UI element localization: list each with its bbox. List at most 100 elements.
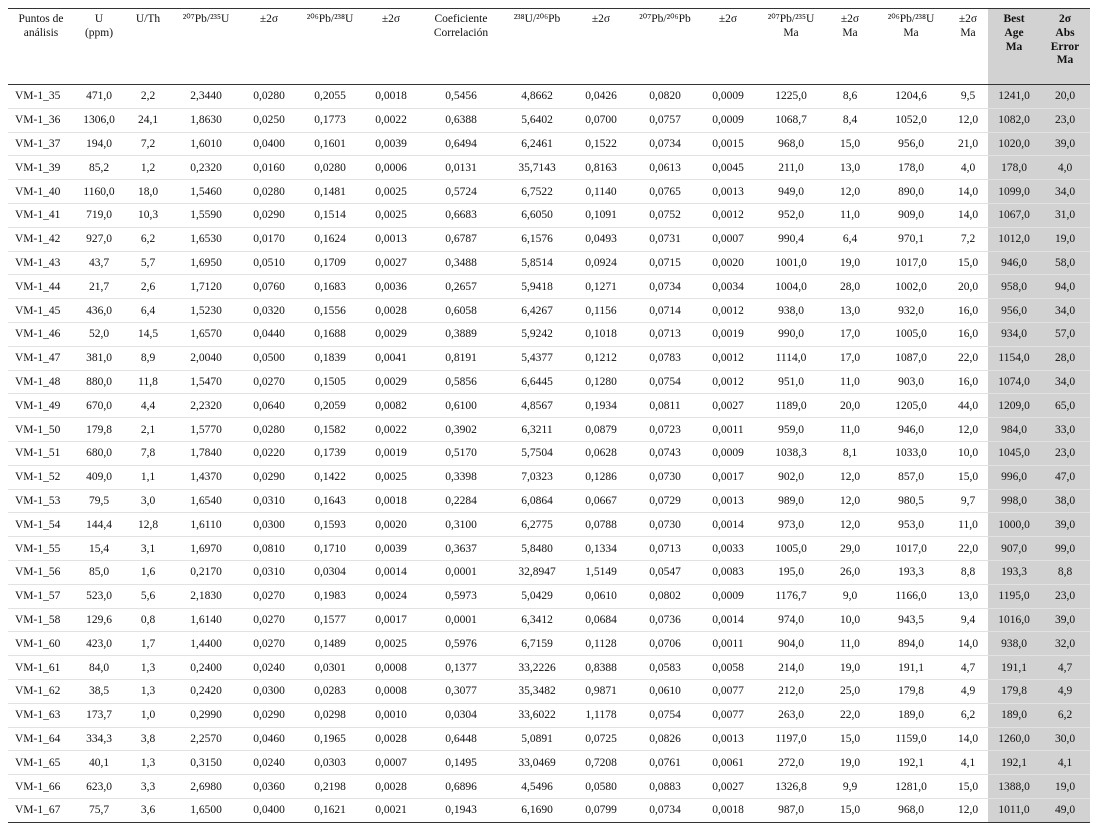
cell: 4,7 xyxy=(948,655,988,680)
cell: 998,0 xyxy=(988,489,1040,514)
sample-id: VM-1_53 xyxy=(8,489,74,514)
cell: 5,7 xyxy=(124,251,172,276)
column-header: ±2σ xyxy=(240,8,298,85)
cell: 970,1 xyxy=(874,227,948,252)
cell: 8,4 xyxy=(826,108,874,133)
cell: 1306,0 xyxy=(74,108,124,133)
cell: 719,0 xyxy=(74,203,124,228)
cell: 0,0083 xyxy=(700,560,756,585)
cell: 989,0 xyxy=(756,489,826,514)
cell: 33,0 xyxy=(1040,417,1090,442)
cell: 0,1286 xyxy=(572,465,630,490)
cell: 1,6 xyxy=(124,560,172,585)
cell: 0,0440 xyxy=(240,322,298,347)
cell: 0,8388 xyxy=(572,655,630,680)
column-header: 2σ Abs Error Ma xyxy=(1040,8,1090,85)
cell: 0,0170 xyxy=(240,227,298,252)
cell: 6,4267 xyxy=(502,298,572,323)
cell: 1,1178 xyxy=(572,703,630,728)
cell: 39,0 xyxy=(1040,608,1090,633)
cell: 0,1495 xyxy=(420,750,502,776)
cell: 0,0730 xyxy=(630,465,700,490)
cell: 1,6970 xyxy=(172,536,240,561)
cell: 0,0310 xyxy=(240,560,298,585)
cell: 1,1 xyxy=(124,465,172,490)
cell: 903,0 xyxy=(874,370,948,395)
cell: 20,0 xyxy=(826,393,874,419)
cell: 0,3100 xyxy=(420,512,502,538)
cell: 0,0280 xyxy=(240,179,298,204)
cell: 0,0547 xyxy=(630,560,700,585)
cell: 0,0012 xyxy=(700,370,756,395)
cell: 0,1983 xyxy=(298,584,362,609)
cell: 34,0 xyxy=(1040,179,1090,204)
cell: 857,0 xyxy=(874,465,948,490)
cell: 423,0 xyxy=(74,631,124,657)
cell: 1,4370 xyxy=(172,465,240,490)
cell: 5,8480 xyxy=(502,536,572,561)
table-row: VM-1_39 85,2 1,2 0,2320 0,0160 0,0280 0,0006 0,… xyxy=(8,155,1090,181)
cell: 0,0024 xyxy=(362,584,420,609)
cell: 32,8947 xyxy=(502,560,572,585)
cell: 179,8 xyxy=(74,417,124,442)
cell: 927,0 xyxy=(74,227,124,252)
cell: 0,6058 xyxy=(420,298,502,323)
cell: 43,7 xyxy=(74,251,124,276)
cell: 0,0013 xyxy=(700,179,756,204)
cell: 1038,3 xyxy=(756,441,826,466)
cell: 1087,0 xyxy=(874,346,948,371)
cell: 2,1 xyxy=(124,417,172,442)
cell: 21,0 xyxy=(948,132,988,157)
cell: 214,0 xyxy=(756,655,826,680)
cell: 0,5856 xyxy=(420,370,502,395)
cell: 0,0008 xyxy=(362,679,420,704)
cell: 0,0011 xyxy=(700,417,756,442)
cell: 0,2657 xyxy=(420,274,502,300)
cell: 0,0460 xyxy=(240,727,298,752)
cell: 0,3637 xyxy=(420,536,502,561)
cell: 0,0730 xyxy=(630,512,700,538)
cell: 272,0 xyxy=(756,750,826,776)
cell: 958,0 xyxy=(988,274,1040,300)
cell: 7,8 xyxy=(124,441,172,466)
cell: 192,1 xyxy=(988,750,1040,776)
header-row: Puntos de análisis U (ppm) U/Th ²⁰⁷Pb/²³⁵U ±… xyxy=(8,8,1090,85)
cell: 0,1377 xyxy=(420,655,502,680)
cell: 0,0820 xyxy=(630,84,700,109)
cell: 1,3 xyxy=(124,750,172,776)
cell: 6,1690 xyxy=(502,798,572,823)
table-row: VM-1_53 79,5 3,0 1,6540 0,0310 0,1643 0,0018 0,… xyxy=(8,489,1090,514)
cell: 0,7208 xyxy=(572,750,630,776)
cell: 0,1839 xyxy=(298,346,362,371)
cell: 1225,0 xyxy=(756,84,826,109)
cell: 0,1688 xyxy=(298,322,362,347)
cell: 907,0 xyxy=(988,536,1040,561)
cell: 0,1683 xyxy=(298,274,362,300)
cell: 0,0045 xyxy=(700,155,756,181)
cell: 13,0 xyxy=(826,298,874,323)
cell: 9,4 xyxy=(948,608,988,633)
cell: 0,2170 xyxy=(172,560,240,585)
cell: 0,2400 xyxy=(172,655,240,680)
cell: 1166,0 xyxy=(874,584,948,609)
cell: 0,0017 xyxy=(362,608,420,633)
cell: 11,0 xyxy=(826,417,874,442)
cell: 5,6402 xyxy=(502,108,572,133)
table-row: VM-1_52 409,0 1,1 1,4370 0,0290 0,1422 0,0025 0… xyxy=(8,465,1090,490)
cell: 32,0 xyxy=(1040,631,1090,657)
cell: 0,0924 xyxy=(572,251,630,276)
cell: 33,0469 xyxy=(502,750,572,776)
sample-id: VM-1_46 xyxy=(8,322,74,347)
column-header: ²⁰⁶Pb/²³⁸U Ma xyxy=(874,8,948,85)
cell: 25,0 xyxy=(826,679,874,704)
cell: 0,0270 xyxy=(240,631,298,657)
cell: 1,4400 xyxy=(172,631,240,657)
cell: 0,0610 xyxy=(572,584,630,609)
cell: 23,0 xyxy=(1040,584,1090,609)
cell: 953,0 xyxy=(874,512,948,538)
cell: 4,1 xyxy=(1040,750,1090,776)
cell: 6,3412 xyxy=(502,608,572,633)
cell: 13,0 xyxy=(826,155,874,181)
cell: 1,2 xyxy=(124,155,172,181)
cell: 14,0 xyxy=(948,727,988,752)
